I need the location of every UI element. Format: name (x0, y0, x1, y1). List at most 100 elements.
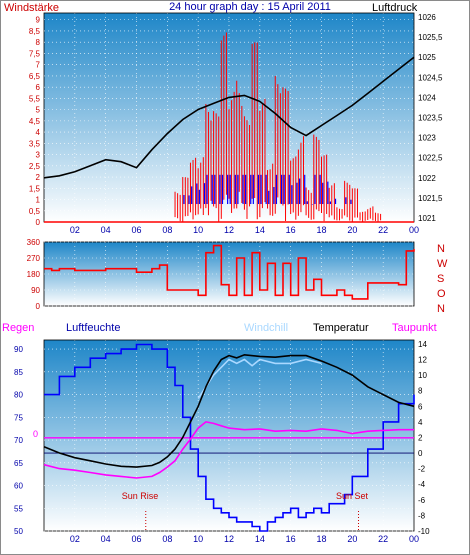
regen-zero-label: 0 (33, 429, 38, 439)
legend-luftfeuchte: Luftfeuchte (66, 322, 120, 334)
y-tick-label: 1,5 (29, 184, 41, 193)
x-tick-label: 02 (70, 534, 80, 544)
x-tick-label: 16 (286, 534, 296, 544)
y-tick-label: 90 (31, 286, 40, 295)
y-tick-label: 2 (36, 173, 41, 182)
y2-tick-label: -2 (418, 465, 426, 474)
y-tick-label: 2,5 (29, 162, 41, 171)
dir-label-o: O (437, 288, 446, 300)
y-tick-label: 55 (14, 504, 23, 513)
x-tick-label: 08 (162, 225, 172, 235)
x-tick-label: 12 (224, 534, 234, 544)
y-tick-label: 6,5 (29, 72, 41, 81)
y2-tick-label: -10 (418, 527, 430, 536)
y-tick-label: 90 (14, 345, 23, 354)
x-tick-label: 22 (378, 225, 388, 235)
y-tick-label: 3 (36, 151, 41, 160)
legend-temperatur: Temperatur (313, 322, 369, 334)
y2-tick-label: 1024,5 (418, 73, 443, 82)
y2-tick-label: 1026 (418, 13, 436, 22)
y2-tick-label: 10 (418, 371, 427, 380)
y-tick-label: 360 (27, 238, 41, 247)
x-tick-label: 22 (378, 534, 388, 544)
y2-tick-label: 14 (418, 340, 427, 349)
y-tick-label: 3,5 (29, 139, 41, 148)
y2-tick-label: 8 (418, 387, 423, 396)
y2-tick-label: -8 (418, 511, 426, 520)
sun-rise-label: Sun Rise (122, 491, 159, 501)
y-tick-label: 9 (36, 16, 41, 25)
y2-tick-label: 4 (418, 418, 423, 427)
dir-label-n-top: N (437, 243, 445, 255)
header-left: Windstärke (4, 2, 59, 14)
legend-taupunkt: Taupunkt (392, 322, 437, 334)
x-tick-label: 20 (347, 534, 357, 544)
legend-windchill: Windchill (244, 322, 288, 334)
y-tick-label: 1 (36, 196, 41, 205)
x-tick-label: 04 (101, 534, 111, 544)
y-tick-label: 60 (14, 482, 23, 491)
y2-tick-label: 12 (418, 355, 427, 364)
y2-tick-label: 0 (418, 449, 423, 458)
y-tick-label: 8,5 (29, 27, 41, 36)
legend-regen: Regen (2, 322, 34, 334)
x-tick-label: 18 (316, 225, 326, 235)
y2-tick-label: 1023,5 (418, 114, 443, 123)
x-tick-label: 14 (255, 534, 265, 544)
y-tick-label: 4,5 (29, 117, 41, 126)
x-tick-label: 12 (224, 225, 234, 235)
y2-tick-label: -4 (418, 480, 426, 489)
dewpoint-line (43, 421, 414, 479)
y2-tick-label: 1021,5 (418, 194, 443, 203)
y2-tick-label: 1025 (418, 53, 436, 62)
y-tick-label: 7,5 (29, 49, 41, 58)
y2-tick-label: -6 (418, 496, 426, 505)
y2-tick-label: 1023 (418, 134, 436, 143)
x-tick-label: 04 (101, 225, 111, 235)
y-tick-label: 85 (14, 368, 23, 377)
x-tick-label: 10 (193, 534, 203, 544)
y2-tick-label: 1025,5 (418, 33, 443, 42)
y2-tick-label: 6 (418, 402, 423, 411)
temperature-line (43, 353, 415, 468)
y-tick-label: 8 (36, 38, 41, 47)
y2-tick-label: 2 (418, 433, 423, 442)
y-tick-label: 65 (14, 459, 23, 468)
y-tick-label: 180 (27, 270, 41, 279)
header-title: 24 hour graph day : 15 April 2011 (169, 1, 331, 13)
windchill-line (197, 358, 322, 399)
humidity-line (44, 343, 415, 532)
x-tick-label: 18 (316, 534, 326, 544)
x-tick-label: 00 (409, 534, 419, 544)
x-tick-label: 20 (347, 225, 357, 235)
dir-label-n-bottom: N (437, 303, 445, 315)
sun-set-label: Sun Set (336, 491, 369, 501)
y-tick-label: 5,5 (29, 94, 41, 103)
series-layer (43, 32, 415, 532)
dir-label-w: W (437, 258, 448, 270)
y-tick-label: 70 (14, 436, 23, 445)
direction-line (44, 244, 415, 300)
pressure-line (43, 56, 415, 179)
dir-label-s: S (437, 273, 444, 285)
x-tick-label: 06 (131, 534, 141, 544)
x-tick-label: 16 (286, 225, 296, 235)
y-tick-label: 50 (14, 527, 23, 536)
y2-tick-label: 1022 (418, 174, 436, 183)
y-tick-label: 0 (36, 302, 41, 311)
y-tick-label: 270 (27, 254, 41, 263)
y-tick-label: 0,5 (29, 207, 41, 216)
y-tick-label: 7 (36, 61, 41, 70)
header-right: Luftdruck (372, 2, 418, 14)
y2-tick-label: 1022,5 (418, 154, 443, 163)
x-tick-label: 02 (70, 225, 80, 235)
x-tick-label: 08 (162, 534, 172, 544)
y-tick-label: 0 (36, 218, 41, 227)
x-tick-label: 06 (131, 225, 141, 235)
y-tick-label: 5 (36, 106, 41, 115)
y-tick-label: 80 (14, 391, 23, 400)
y2-tick-label: 1021 (418, 214, 436, 223)
x-tick-label: 14 (255, 225, 265, 235)
